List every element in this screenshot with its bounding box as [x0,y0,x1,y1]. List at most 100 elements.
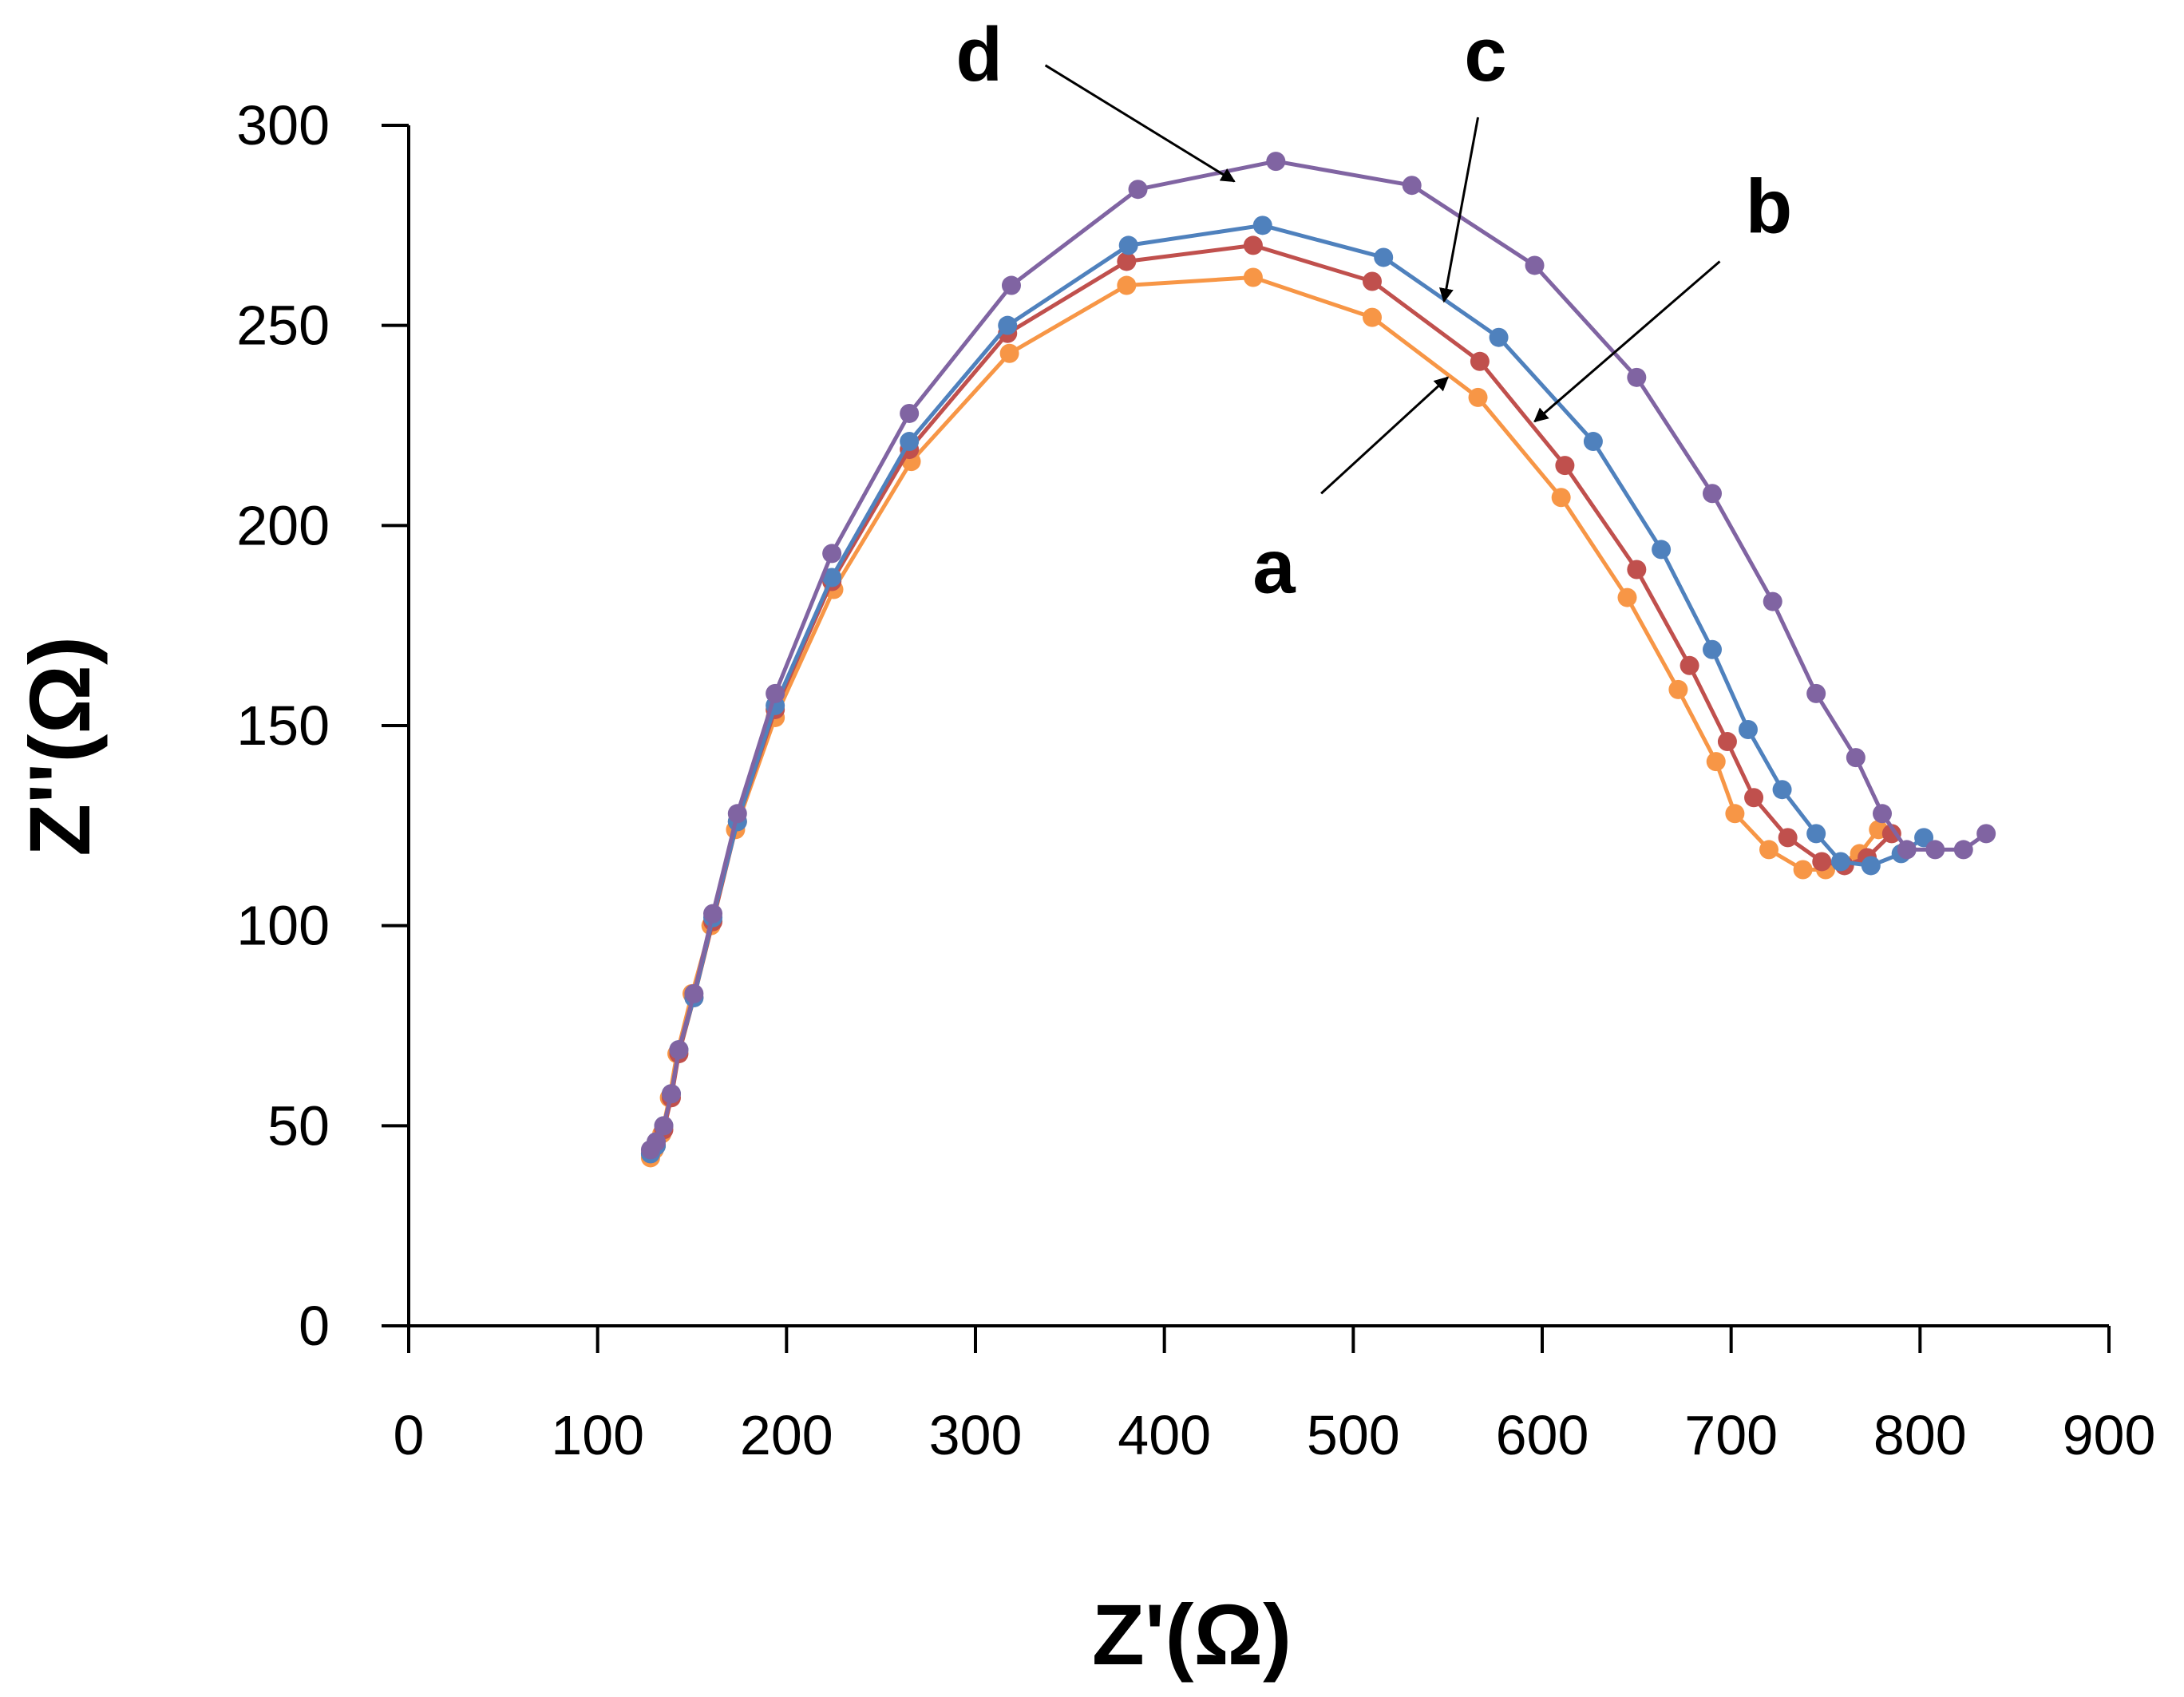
x-tick-label: 500 [1307,1404,1400,1466]
y-tick-label: 50 [267,1094,330,1157]
x-tick-label: 400 [1118,1404,1211,1466]
series-b-point [1117,251,1137,271]
series-d-point [1925,840,1945,860]
x-tick-label: 700 [1684,1404,1778,1466]
x-ticks: 0 100 200 300 400 500 600 700 800 900 [394,1326,2156,1466]
y-axis-title: Z''(Ω) [11,636,108,856]
series-d-point [1128,180,1148,200]
annotation-b: b [1533,164,1793,423]
y-tick-label: 150 [236,694,330,757]
annotation-a: a [1252,376,1449,609]
series-layer [640,152,1996,1168]
series-c-point [1772,780,1792,800]
series-d-point [684,983,704,1003]
series-a-point [1725,804,1745,824]
series-d-point [1873,804,1892,824]
series-b-point [1627,560,1647,580]
series-b-point [1778,828,1798,848]
series-d-point [1266,152,1286,172]
series-d-point [654,1116,674,1136]
series-b-point [1717,732,1737,752]
y-tick-label: 0 [299,1295,330,1357]
series-d-point [703,904,723,924]
series-c-point [1830,852,1850,872]
series-b-point [1470,351,1490,371]
series-c-point [1806,824,1826,844]
y-tick-label: 250 [236,295,330,357]
x-axis-title: Z'(Ω) [1092,1586,1292,1683]
series-d-point [822,544,842,564]
y-tick-label: 100 [236,895,330,957]
series-a-point [1668,679,1688,699]
x-tick-label: 800 [1873,1404,1967,1466]
x-tick-label: 900 [2063,1404,2156,1466]
series-a-point [1706,752,1726,772]
y-tick-label: 300 [236,94,330,156]
x-tick-label: 200 [740,1404,833,1466]
annotation-a-arrow [1320,376,1449,495]
series-c-point [1583,432,1603,452]
series-c-point [900,432,920,452]
annotation-c-label: c [1464,12,1506,97]
series-a-point [1551,488,1571,508]
series-c-point [1252,216,1272,235]
series-b-point [1680,655,1699,675]
series-d-point [1402,176,1422,196]
series-d-point [1897,840,1917,860]
y-ticks: 0 50 100 150 200 250 300 [236,94,409,1357]
series-d-point [647,1132,667,1152]
x-tick-label: 100 [551,1404,644,1466]
annotation-layer: a b c d [956,12,1792,610]
x-tick-label: 0 [394,1404,425,1466]
series-d-point [1976,824,1996,844]
series-a-point [1117,275,1137,295]
series-a-point [1363,307,1382,327]
series-a-point [1243,267,1263,287]
annotation-b-label: b [1746,164,1793,249]
annotation-c: c [1439,12,1507,303]
series-c-point [822,568,842,587]
series-d-point [669,1040,689,1060]
series-a-point [1759,840,1778,860]
series-d-line [648,159,1988,1151]
series-d-point [1703,484,1722,504]
series-d-point [1525,255,1545,275]
series-c-point [1374,247,1394,267]
series-d-point [1763,591,1782,611]
series-c-point [1914,828,1934,848]
series-a-point [1468,387,1488,407]
series-b-point [1881,824,1901,844]
annotation-b-arrow [1533,260,1721,423]
annotation-d-arrow [1044,64,1236,183]
series-d-point [727,804,747,824]
series-d-point [1627,367,1647,387]
series-b-point [1744,788,1764,808]
annotation-d: d [956,12,1236,183]
series-d-point [1806,683,1826,703]
annotation-c-arrow [1439,117,1480,303]
x-tick-label: 600 [1496,1404,1589,1466]
series-b-point [1243,235,1263,255]
series-c-point [1738,720,1758,740]
series-a-point [999,343,1019,363]
series-a-point [1617,587,1637,607]
annotation-a-label: a [1252,524,1296,609]
series-c-point [998,315,1018,335]
series-d-point [900,403,920,423]
series-b-point [1812,852,1832,872]
series-d [640,152,1996,1160]
x-tick-label: 300 [929,1404,1023,1466]
series-c-point [1652,540,1672,560]
series-d-point [1846,748,1866,768]
series-c-point [1861,856,1881,876]
series-c-point [1703,639,1722,659]
series-c-point [1489,327,1509,347]
series-d-point [661,1084,681,1104]
series-a-point [1793,860,1813,880]
series-d-point [1001,275,1021,295]
series-b-point [1363,271,1382,291]
series-d-point [766,683,785,703]
series-b-point [1555,456,1575,476]
annotation-d-label: d [956,12,1003,97]
